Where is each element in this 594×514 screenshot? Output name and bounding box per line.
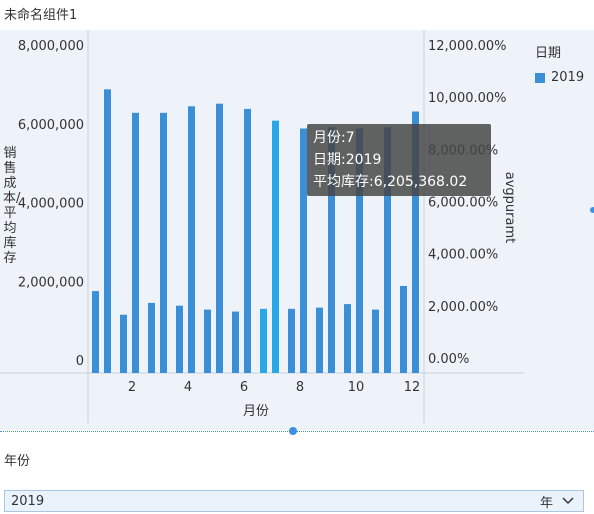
- legend-item-2019[interactable]: 2019: [535, 70, 584, 85]
- x-axis-label: 月份: [243, 404, 269, 419]
- component-title: 未命名组件1: [4, 8, 78, 23]
- bar-series-left: [344, 304, 351, 373]
- x-tick-label: 12: [404, 380, 421, 395]
- y-right-tick-label: 0.00%: [428, 352, 469, 367]
- y-right-tick-label: 4,000.00%: [428, 248, 498, 263]
- bar-series-right: [160, 112, 167, 374]
- x-tick-label: 8: [296, 380, 304, 395]
- legend: 日期 2019: [535, 42, 584, 85]
- bar-series-right: [272, 120, 279, 374]
- x-tick-label: 4: [184, 380, 192, 395]
- bar-series-right: [384, 127, 391, 373]
- y-right-tick-label: 10,000.00%: [428, 91, 507, 106]
- y-left-tick-label: 6,000,000: [18, 118, 84, 133]
- bar-series-right: [300, 128, 307, 373]
- y-left-tick-label: 2,000,000: [18, 275, 84, 290]
- bar-series-right: [104, 89, 111, 373]
- bar-series-left: [92, 291, 99, 373]
- bar-series-left: [120, 314, 127, 373]
- y-left-tick-label: 4,000,000: [18, 197, 84, 212]
- y-right-tick-label: 6,000.00%: [428, 196, 498, 211]
- bar-series-right: [188, 106, 195, 373]
- year-select-unit: 年: [539, 495, 553, 511]
- year-select[interactable]: 2019 年: [4, 490, 584, 512]
- y-axis-left-label: 销售成本/平均库存: [3, 146, 21, 266]
- tooltip-month: 月份:7: [313, 130, 355, 146]
- bar-series-left: [176, 305, 183, 373]
- y-right-tick-label: 12,000.00%: [428, 39, 507, 54]
- tooltip-date: 日期:2019: [313, 152, 382, 168]
- chart-tooltip: 月份:7 日期:2019 平均库存:6,205,368.02: [307, 124, 491, 196]
- bar-series-left: [204, 309, 211, 373]
- bar-series-right: [244, 108, 251, 373]
- legend-item-label: 2019: [551, 70, 585, 85]
- bar-series-left: [148, 302, 155, 373]
- x-tick-label: 2: [128, 380, 136, 395]
- legend-swatch: [535, 72, 545, 83]
- tooltip-avg-inventory: 平均库存:6,205,368.02: [313, 174, 468, 190]
- bar-series-left: [372, 309, 379, 373]
- bar-series-left: [232, 311, 239, 373]
- bar-series-left: [260, 308, 267, 373]
- bar-series-left: [288, 308, 295, 373]
- x-tick-label: 6: [240, 380, 248, 395]
- bar-series-right: [328, 127, 335, 373]
- bar-series-left: [316, 307, 323, 373]
- y-left-tick-label: 8,000,000: [18, 39, 84, 54]
- year-select-value: 2019: [11, 493, 45, 509]
- resize-handle-right[interactable]: [590, 207, 594, 213]
- bar-series-left: [400, 285, 407, 373]
- y-right-tick-label: 2,000.00%: [428, 300, 498, 315]
- y-left-tick-label: 0: [76, 354, 84, 369]
- component-divider: [0, 431, 594, 432]
- bar-series-right: [216, 103, 223, 373]
- chevron-down-icon[interactable]: [561, 494, 575, 508]
- y-axis-right-label: avgpuramt: [502, 171, 518, 244]
- resize-handle-bottom[interactable]: [289, 427, 297, 435]
- legend-title: 日期: [535, 46, 562, 61]
- bar-series-right: [356, 128, 363, 373]
- bar-series-right: [132, 112, 139, 374]
- bar-series-right: [412, 111, 419, 373]
- year-filter-label: 年份: [4, 454, 31, 469]
- x-tick-label: 10: [348, 380, 365, 395]
- bar-chart[interactable]: 0 2,000,000 4,000,000 6,000,000 8,000,000 0.0…: [0, 30, 594, 430]
